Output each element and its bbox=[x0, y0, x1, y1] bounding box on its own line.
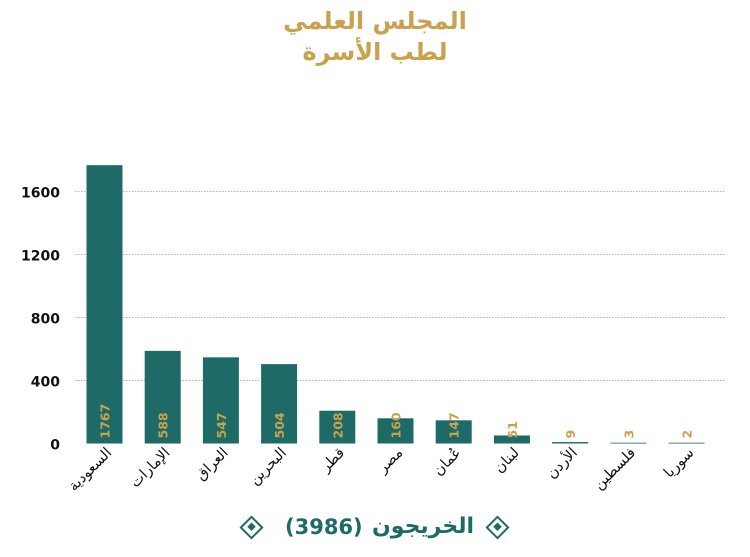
title-line-2: لطب الأسرة bbox=[302, 38, 448, 66]
x-tick-label: السعودية bbox=[66, 445, 116, 495]
data-label: 1767 bbox=[98, 404, 113, 439]
x-tick-label: عُمان bbox=[431, 445, 465, 479]
legend-series-name: الخريجون bbox=[372, 514, 475, 539]
data-label: 51 bbox=[505, 421, 520, 438]
x-tick-label: فلسطين bbox=[591, 445, 639, 493]
data-label: 2 bbox=[680, 430, 695, 439]
x-tick-label: الأردن bbox=[542, 444, 580, 482]
chart-title: المجلس العلمي لطب الأسرة bbox=[0, 6, 750, 68]
x-tick-label: العراق bbox=[193, 445, 232, 484]
data-label: 147 bbox=[447, 412, 462, 438]
data-label: 547 bbox=[214, 412, 229, 438]
bar bbox=[319, 410, 356, 444]
legend: (3986) الخريجون bbox=[0, 512, 750, 548]
bar bbox=[435, 420, 472, 444]
y-tick-label: 0 bbox=[50, 438, 60, 454]
x-tick-label: سوريا bbox=[661, 445, 697, 481]
diamond-icon bbox=[485, 515, 510, 540]
x-tick-label: البحرين bbox=[247, 445, 290, 488]
x-tick-label: مصر bbox=[374, 445, 406, 477]
bar bbox=[493, 435, 530, 444]
x-tick-label: لبنان bbox=[491, 445, 522, 476]
title-line-1: المجلس العلمي bbox=[283, 7, 467, 35]
data-label: 9 bbox=[563, 430, 578, 439]
bar-chart: 0 400 800 1200 1600 1767 السعودية 588 الإمارات 54… bbox=[21, 165, 725, 495]
data-label: 208 bbox=[330, 412, 345, 438]
data-label: 588 bbox=[156, 412, 171, 438]
x-tick-label: قطر bbox=[317, 445, 348, 476]
y-tick-label: 800 bbox=[31, 312, 60, 328]
data-label: 3 bbox=[621, 430, 636, 439]
legend-total: (3986) bbox=[285, 515, 363, 539]
y-tick-label: 400 bbox=[31, 375, 60, 391]
bar bbox=[202, 357, 239, 444]
y-tick-label: 1600 bbox=[21, 186, 60, 202]
data-label: 160 bbox=[389, 412, 404, 438]
x-tick-label: الإمارات bbox=[127, 445, 173, 491]
diamond-icon bbox=[239, 515, 264, 540]
bar bbox=[144, 350, 181, 444]
bar bbox=[377, 418, 414, 444]
bar bbox=[261, 364, 298, 444]
bar bbox=[552, 442, 589, 444]
bar bbox=[668, 442, 705, 444]
y-tick-label: 1200 bbox=[21, 249, 60, 265]
data-label: 504 bbox=[272, 412, 287, 438]
bar bbox=[610, 442, 647, 444]
bar bbox=[86, 165, 123, 444]
